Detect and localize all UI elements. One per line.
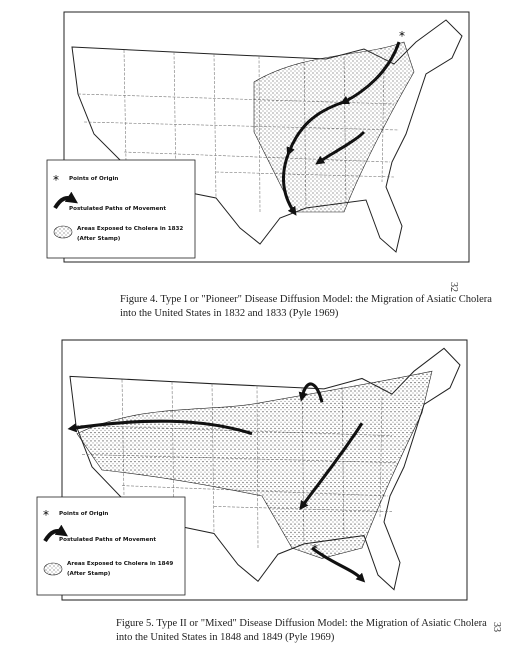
legend-paths: Postulated Paths of Movement bbox=[69, 206, 166, 212]
legend-source: (After Stamp) bbox=[67, 571, 111, 577]
caption-line: Figure 5. Type II or "Mixed" Disease Dif… bbox=[116, 618, 487, 629]
map-figure-4: * bbox=[63, 11, 470, 263]
caption-line: Figure 4. Type I or "Pioneer" Disease Di… bbox=[120, 294, 492, 305]
svg-text:*: * bbox=[53, 173, 59, 187]
caption-line: into the United States in 1848 and 1849 … bbox=[116, 632, 335, 643]
legend-figure-4: * Points of Origin Postulated Paths of M… bbox=[46, 159, 196, 259]
legend-source: (After Stamp) bbox=[77, 236, 121, 242]
page-number: 32 bbox=[448, 282, 459, 292]
legend-origin: Points of Origin bbox=[59, 511, 108, 517]
svg-text:*: * bbox=[399, 29, 405, 43]
page-number: 33 bbox=[491, 622, 502, 632]
legend-paths: Postulated Paths of Movement bbox=[59, 537, 156, 543]
legend-areas: Areas Exposed to Cholera in 1832 bbox=[77, 226, 183, 232]
map-figure-5: * bbox=[61, 339, 468, 601]
svg-text:*: * bbox=[312, 542, 318, 556]
legend-origin: Points of Origin bbox=[69, 176, 118, 182]
legend-areas: Areas Exposed to Cholera in 1849 bbox=[67, 561, 173, 567]
caption-line: into the United States in 1832 and 1833 … bbox=[120, 308, 339, 319]
legend-figure-5: * Points of Origin Postulated Paths of M… bbox=[36, 496, 186, 596]
svg-text:*: * bbox=[43, 508, 49, 522]
